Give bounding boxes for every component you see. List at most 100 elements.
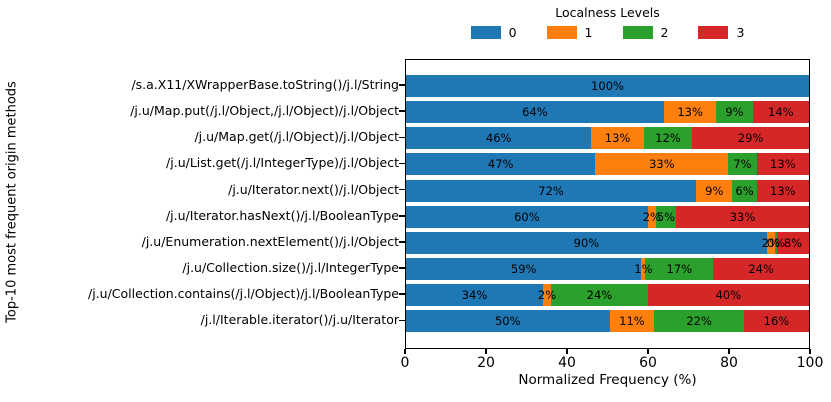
bar-segment-level-1: 2% — [538, 284, 556, 307]
y-axis-category-label: /j.u/Collection.size()/j.l/IntegerType — [182, 260, 399, 276]
x-tick-label: 100 — [796, 355, 824, 371]
bar-row: 47% 33% 7% 13% — [406, 153, 809, 176]
x-tick-label: 20 — [477, 355, 495, 371]
bar-segment-level-2: 9% — [716, 101, 753, 124]
bar-segment-level-3: 40% — [647, 284, 809, 307]
y-tick-mark — [399, 267, 405, 269]
y-axis-category-label: /j.l/Iterable.iterator()/j.u/Iterator — [200, 312, 399, 328]
y-tick-mark — [399, 188, 405, 191]
bar-row: 46% 13% 12% 29% — [406, 127, 809, 150]
bar-row: 90% 2% 0% 8% — [406, 231, 809, 254]
bar-value-label: 16% — [763, 314, 790, 329]
x-tick-mark — [404, 349, 406, 354]
bar-value-label: 72% — [538, 183, 564, 198]
bar-segment-level-3: 29% — [692, 127, 809, 150]
bar-value-label: 47% — [487, 157, 514, 172]
legend-swatch-icon — [622, 26, 653, 39]
legend-item-label: 2 — [660, 25, 669, 40]
bar-value-label: 2% — [642, 209, 661, 224]
y-tick-mark — [399, 136, 405, 139]
bar-segment-level-3: 13% — [756, 153, 809, 176]
legend-item-level-0: 0 — [470, 25, 517, 40]
bar-value-label: 40% — [715, 288, 742, 303]
bar-value-label: 64% — [522, 105, 548, 120]
x-tick-mark — [728, 349, 730, 354]
bar-value-label: 33% — [729, 209, 756, 224]
y-tick-mark — [399, 84, 405, 86]
bar-value-label: 22% — [686, 314, 712, 329]
y-axis-category-label: /j.u/Map.get(/j.l/Object)/j.l/Object — [194, 129, 399, 145]
bar-segment-level-0: 46% — [406, 127, 592, 150]
bar-segment-level-2: 12% — [643, 127, 693, 150]
bar-segment-level-2: 17% — [645, 258, 714, 281]
bar-value-label: 34% — [461, 288, 488, 303]
bar-segment-level-3: 8% — [776, 231, 809, 254]
y-axis-category-label: /j.u/List.get(/j.l/IntegerType)/j.l/Obje… — [166, 155, 399, 171]
y-tick-mark — [399, 110, 405, 112]
bar-segment-level-1: 13% — [591, 127, 644, 150]
bar-value-label: 1% — [634, 262, 653, 277]
bar-value-label: 2% — [537, 288, 557, 303]
bar-segment-level-1: 2% — [762, 231, 780, 254]
bar-value-label: 2% — [761, 235, 781, 250]
bar-row: 34% 2% 24% 40% — [406, 284, 809, 307]
bar-segment-level-2: 6% — [732, 179, 757, 202]
bar-value-label: 12% — [655, 131, 681, 146]
bar-value-label: 11% — [619, 314, 645, 329]
bar-value-label: 6% — [735, 183, 754, 198]
bar-segment-level-1: 11% — [609, 310, 655, 333]
legend-item-level-3: 3 — [698, 25, 744, 40]
bar-value-label: 7% — [733, 157, 752, 172]
bar-segment-level-1: 33% — [595, 153, 729, 176]
bar-segment-level-2: 24% — [551, 284, 648, 307]
bar-segment-level-2: 7% — [728, 153, 757, 176]
y-axis-category-label: /j.u/Enumeration.nextElement()/j.l/Objec… — [141, 233, 399, 249]
bar-value-label: 5% — [656, 209, 676, 224]
bar-segment-level-0: 59% — [406, 258, 642, 281]
bar-segment-level-0: 34% — [406, 284, 544, 307]
x-tick-mark — [566, 349, 568, 354]
bar-row: 100% — [406, 75, 809, 97]
bar-row: 60% 2% 5% 33% — [406, 205, 809, 228]
bar-value-label: 24% — [586, 288, 613, 303]
bar-row: 64% 13% 9% 14% — [406, 101, 809, 124]
legend-swatch-icon — [470, 26, 501, 39]
bar-segment-level-2: 0% — [767, 231, 785, 254]
bar-value-label: 90% — [573, 235, 600, 250]
x-tick-mark — [485, 349, 487, 354]
bar-value-label: 29% — [737, 131, 764, 146]
x-tick-label: 0 — [400, 355, 410, 371]
legend-item-label: 3 — [736, 25, 745, 40]
bar-segment-level-0: 50% — [406, 310, 610, 333]
legend-item-level-1: 1 — [546, 25, 593, 40]
legend-swatch-icon — [698, 26, 729, 39]
y-axis-category-label: /j.u/Collection.contains(/j.l/Object)/j.… — [88, 286, 399, 302]
bar-value-label: 100% — [591, 79, 624, 93]
y-tick-mark — [399, 293, 405, 295]
bar-segment-level-3: 16% — [743, 310, 809, 333]
y-axis-category-label: /j.u/Iterator.next()/j.l/Object — [228, 181, 399, 197]
bar-value-label: 24% — [748, 262, 774, 277]
x-axis-title: Normalized Frequency (%) — [518, 372, 697, 388]
bar-value-label: 50% — [494, 314, 521, 329]
legend-items: 0 1 2 3 — [470, 25, 744, 40]
y-axis-category-label: /j.u/Map.put(/j.l/Object,/j.l/Object)/j.… — [130, 103, 399, 119]
legend-item-label: 1 — [584, 25, 593, 40]
x-axis: 0 20 40 60 80 100 — [401, 349, 823, 399]
bar-segment-level-3: 14% — [752, 101, 809, 124]
y-tick-mark — [399, 162, 405, 165]
y-tick-mark — [399, 215, 405, 217]
bar-segment-level-2: 22% — [654, 310, 744, 333]
bar-segment-level-0: 90% — [406, 231, 767, 254]
x-tick-label: 60 — [639, 355, 657, 371]
bar-segment-level-3: 33% — [676, 205, 809, 228]
legend-item-level-2: 2 — [622, 25, 669, 40]
legend-swatch-icon — [546, 26, 577, 39]
x-tick-mark — [647, 349, 649, 354]
x-tick-mark — [809, 349, 811, 354]
bar-segment-level-0: 60% — [406, 205, 648, 228]
legend-item-label: 0 — [508, 25, 517, 40]
legend: Localness Levels 0 1 2 3 — [405, 5, 810, 40]
y-tick-mark — [399, 319, 405, 322]
